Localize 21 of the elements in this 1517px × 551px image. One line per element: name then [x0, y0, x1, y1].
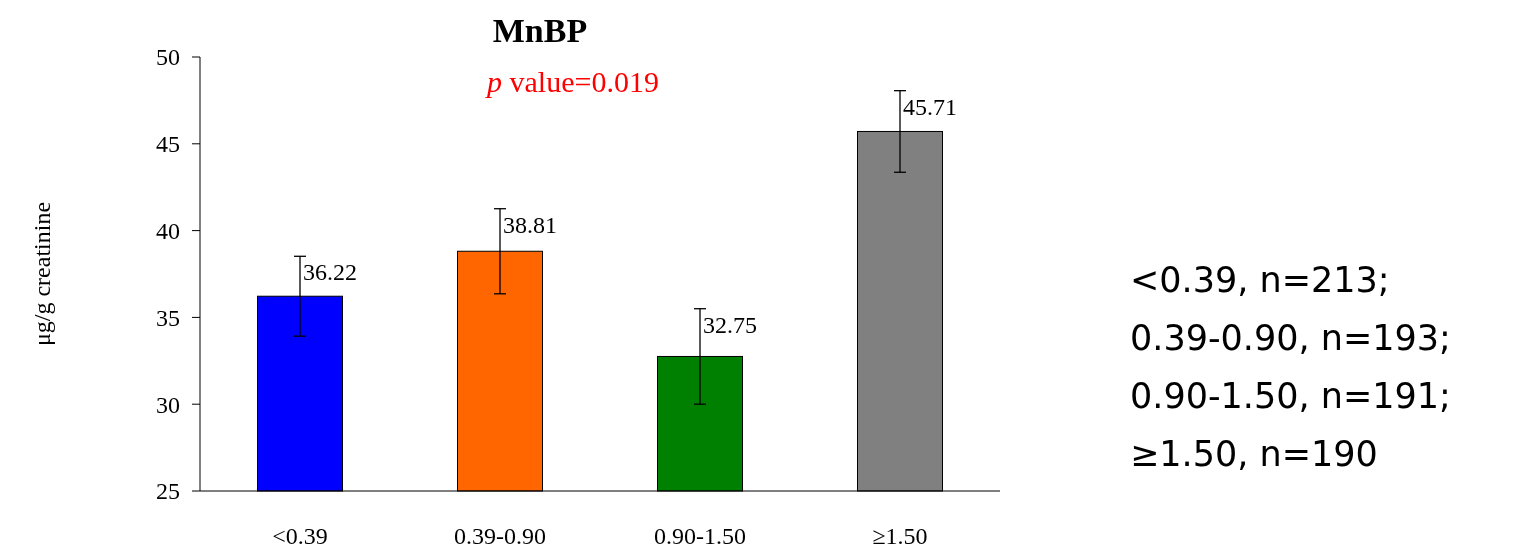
- y-tick-label: 25: [156, 478, 180, 505]
- data-label: 32.75: [703, 311, 757, 338]
- x-tick-label: <0.39: [272, 523, 328, 549]
- text: <0.39, n=213;: [1130, 260, 1390, 300]
- x-tick-label: 0.90-1.50: [654, 523, 746, 549]
- text: 0.39-0.90, n=193;: [1130, 318, 1451, 358]
- x-tick-label: 0.39-0.90: [454, 523, 546, 549]
- y-tick-label: 45: [156, 131, 180, 158]
- y-tick-label: 30: [156, 391, 180, 418]
- data-label: 38.81: [503, 211, 557, 238]
- y-tick-label: 40: [156, 218, 180, 244]
- data-label: 36.22: [303, 259, 357, 286]
- chart-title: MnBP: [492, 12, 588, 49]
- y-tick-label: 35: [156, 304, 180, 331]
- data-label: 45.71: [903, 93, 957, 120]
- text: ≥1.50, n=190: [1130, 434, 1378, 474]
- annotation: p value=0.019: [485, 65, 659, 98]
- text: 0.90-1.50, n=191;: [1130, 376, 1451, 416]
- y-axis-title: μg/g creatinine: [29, 201, 55, 347]
- y-tick-label: 50: [156, 44, 180, 71]
- x-tick-label: ≥1.50: [872, 523, 928, 549]
